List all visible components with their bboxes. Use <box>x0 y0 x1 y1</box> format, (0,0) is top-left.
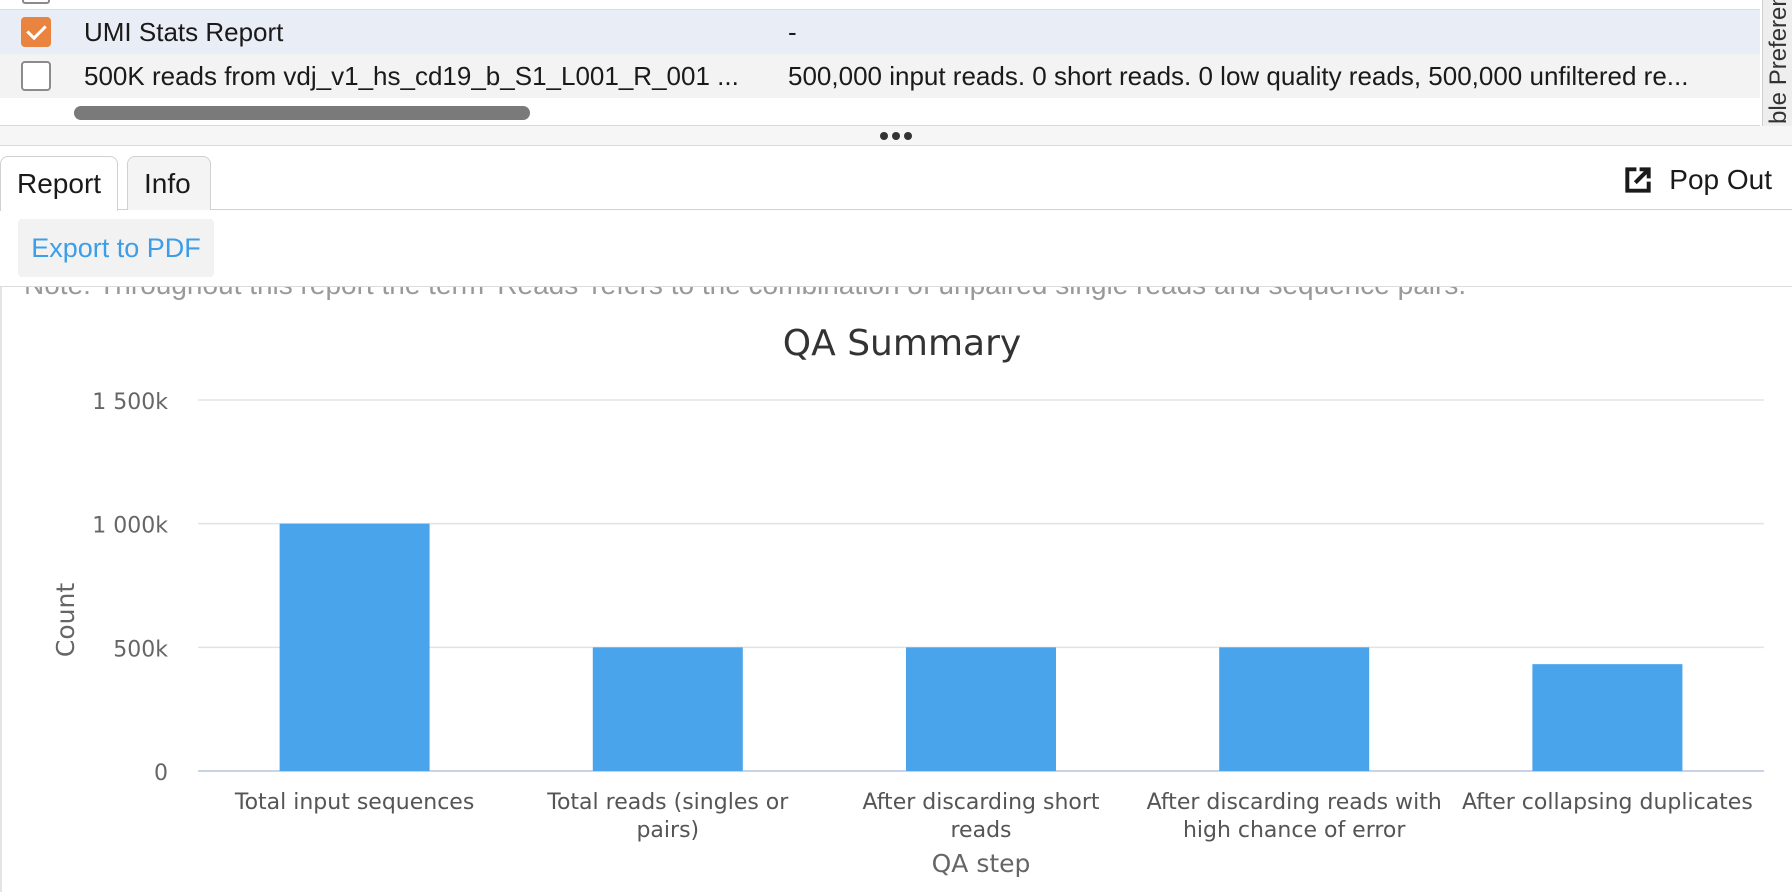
x-tick-label: Total input sequences <box>234 790 474 815</box>
chart-title: QA Summary <box>783 323 1021 364</box>
row-name-cell: 500K reads from vdj_v1_hs_cd19_b_S1_L001… <box>84 60 739 91</box>
side-panel-tab[interactable]: ble Preferen <box>1762 0 1792 126</box>
y-tick-label: 500k <box>113 637 168 662</box>
sequence-list-table: UMI Stats Report - 500K reads from vdj_v… <box>0 0 1760 126</box>
qa-summary-chart: QA Summary 0 500k 1 000k 1 500k Total input… <box>51 323 1764 878</box>
row-checkbox-partial[interactable] <box>22 0 50 4</box>
bar[interactable] <box>279 523 430 771</box>
x-tick-label: After collapsing duplicates <box>1462 790 1753 815</box>
table-row-partial[interactable] <box>0 0 1760 10</box>
tab-info[interactable]: Info <box>127 156 211 210</box>
y-axis-ticks: 0 500k 1 000k 1 500k <box>92 390 168 786</box>
row-name-cell: UMI Stats Report <box>84 16 284 47</box>
row-checkbox-checked[interactable] <box>21 17 51 47</box>
y-tick-label: 1 000k <box>92 514 168 539</box>
y-tick-label: 0 <box>154 761 168 786</box>
pop-out-label: Pop Out <box>1669 164 1772 195</box>
bar[interactable] <box>906 647 1056 771</box>
report-content: Note: Throughout this report the term 'R… <box>0 287 1792 892</box>
export-pdf-button[interactable]: Export to PDF <box>18 219 214 277</box>
report-note: Note: Throughout this report the term 'R… <box>24 287 1466 301</box>
y-tick-label: 1 500k <box>92 390 168 415</box>
tab-report[interactable]: Report <box>0 156 118 211</box>
table-row[interactable]: UMI Stats Report - <box>0 10 1760 54</box>
row-description-cell: 500,000 input reads. 0 short reads. 0 lo… <box>788 60 1689 91</box>
report-toolbar: Export to PDF <box>0 211 1792 287</box>
report-tab-bar: Report Info Pop Out <box>0 147 1792 211</box>
side-panel-label: ble Preferen <box>1765 0 1792 124</box>
x-tick-label: Total reads (singles or pairs) <box>546 790 789 843</box>
x-axis-label: QA step <box>932 849 1031 878</box>
bar[interactable] <box>1532 664 1683 771</box>
x-axis-ticks: Total input sequences Total reads (single… <box>234 790 1753 843</box>
x-tick-label: After discarding short reads <box>862 790 1099 843</box>
external-link-icon <box>1625 167 1651 193</box>
x-tick-label: After discarding reads with high chance o… <box>1147 790 1442 843</box>
y-axis-label: Count <box>51 583 80 657</box>
pop-out-button[interactable]: Pop Out <box>1619 161 1772 199</box>
tab-report-label: Report <box>17 168 102 199</box>
bar[interactable] <box>592 647 743 771</box>
row-checkbox[interactable] <box>21 61 51 91</box>
tab-info-label: Info <box>144 167 191 199</box>
chart-bars <box>279 523 1683 771</box>
horizontal-scrollbar[interactable] <box>74 106 530 120</box>
panel-splitter[interactable] <box>0 126 1792 146</box>
table-row[interactable]: 500K reads from vdj_v1_hs_cd19_b_S1_L001… <box>0 54 1760 98</box>
row-description-cell: - <box>788 16 797 47</box>
bar[interactable] <box>1219 647 1370 771</box>
drag-handle-icon[interactable] <box>880 131 912 140</box>
